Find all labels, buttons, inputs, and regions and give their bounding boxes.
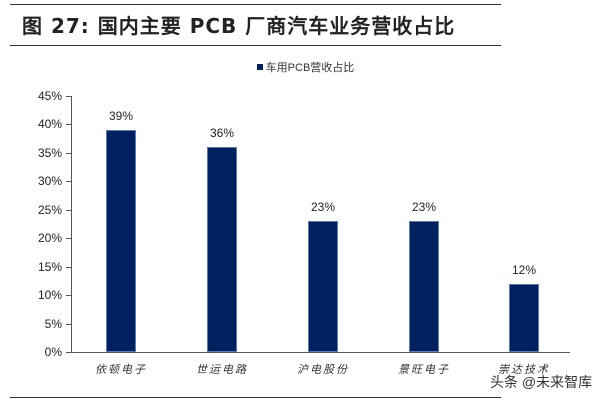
y-tick-mark [66,209,71,211]
y-tick-label: 15% [37,259,62,274]
y-tick-mark [66,238,71,240]
x-axis [71,352,570,353]
bar-value-label: 39% [108,109,134,124]
y-tick-label: 40% [37,117,62,132]
x-category-label: 沪电股份 [297,363,349,376]
y-tick-label: 25% [37,202,62,217]
y-tick-mark [66,295,71,297]
legend-label: 车用PCB营收占比 [265,62,355,74]
bar [207,147,237,352]
y-tick-mark [66,152,71,154]
y-tick-label: 0% [44,345,62,359]
y-tick-mark [66,352,71,353]
bar-value-label: 12% [511,262,537,277]
title-rule [10,45,501,46]
bar-value-label: 23% [411,200,437,215]
y-axis [71,96,72,353]
y-tick-mark [66,181,71,183]
bar-value-label: 36% [209,126,235,141]
y-tick-label: 5% [44,316,62,331]
y-tick-mark [66,96,71,97]
x-category-label: 依顿电子 [95,363,147,376]
legend: 车用PCB营收占比 [0,59,611,75]
bar [106,130,136,352]
legend-swatch-icon [256,64,263,70]
figure-title: 图 27: 国内主要 PCB 厂商汽车业务营收占比 [22,14,456,38]
y-tick-mark [66,323,71,325]
y-tick-mark [66,124,71,126]
x-category-label: 世运电路 [196,363,248,376]
watermark: 头条 @未来智库 [490,374,593,390]
x-category-label: 景旺电子 [398,363,450,376]
y-tick-label: 45% [37,89,62,103]
y-tick-label: 10% [37,288,62,303]
bottom-rule [10,397,501,398]
bar [509,283,539,352]
top-rule [10,4,501,5]
y-tick-mark [66,266,71,268]
bar-value-label: 23% [310,200,336,215]
bar [409,221,439,352]
y-tick-label: 20% [37,231,62,246]
y-tick-label: 35% [37,145,62,160]
y-tick-label: 30% [37,174,62,189]
x-category-label: 崇达技术 [498,363,550,376]
bar [308,221,338,352]
